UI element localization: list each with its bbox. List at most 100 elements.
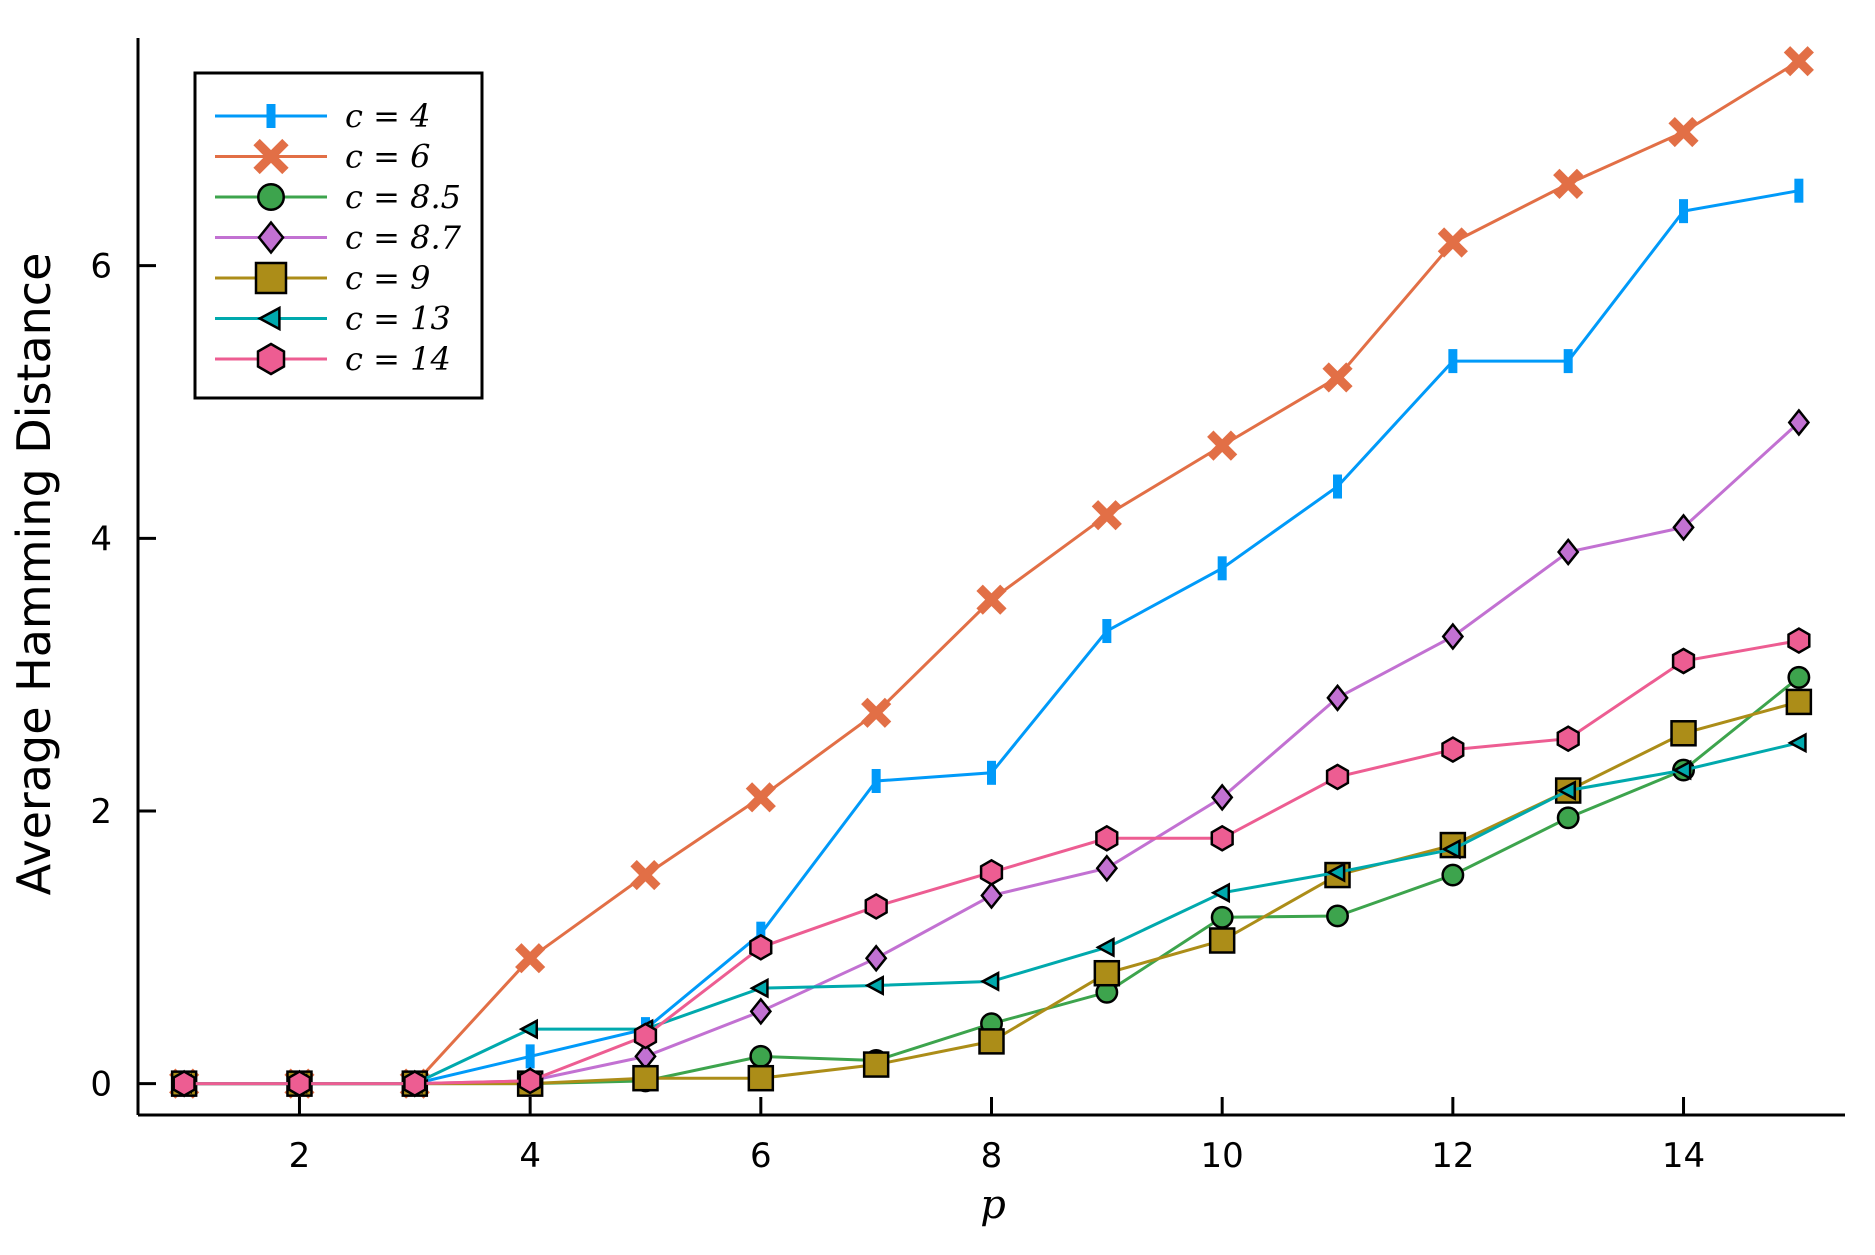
- point-marker: [1783, 46, 1814, 77]
- y-tick-label: 2: [90, 792, 112, 832]
- point-marker: [1095, 854, 1119, 883]
- point-marker: [1556, 780, 1577, 801]
- point-marker: [980, 971, 1000, 992]
- point-marker: [747, 1064, 775, 1092]
- point-marker: [864, 975, 885, 996]
- point-marker: [287, 1070, 312, 1098]
- point-marker: [1210, 824, 1234, 852]
- point-marker: [980, 881, 1003, 910]
- legend-label: c = 4: [345, 97, 430, 135]
- point-marker: [749, 997, 773, 1026]
- point-marker: [1794, 178, 1804, 203]
- point-marker: [1333, 474, 1343, 499]
- point-marker: [1441, 863, 1465, 887]
- point-marker: [1563, 349, 1573, 374]
- point-marker: [871, 768, 881, 793]
- point-marker: [257, 305, 281, 332]
- point-marker: [979, 858, 1004, 886]
- point-marker: [1210, 783, 1234, 812]
- point-marker: [749, 977, 769, 999]
- point-marker: [1326, 904, 1349, 928]
- legend-label: c = 9: [345, 259, 430, 297]
- x-tick-label: 14: [1662, 1136, 1705, 1176]
- legend-label: c = 13: [345, 300, 451, 338]
- point-marker: [749, 1044, 773, 1068]
- point-marker: [256, 342, 286, 376]
- legend-label: c = 8.5: [345, 178, 461, 216]
- point-marker: [1207, 430, 1238, 461]
- point-marker: [630, 859, 661, 891]
- point-marker: [633, 1022, 658, 1050]
- point-marker: [978, 1028, 1005, 1055]
- point-marker: [1210, 905, 1234, 929]
- point-marker: [1556, 806, 1580, 830]
- point-marker: [1787, 665, 1811, 689]
- point-marker: [632, 1064, 659, 1092]
- point-marker: [745, 782, 776, 813]
- point-marker: [1787, 732, 1807, 754]
- point-marker: [1671, 647, 1696, 675]
- x-axis-label: p: [980, 1182, 1006, 1228]
- point-marker: [1556, 725, 1580, 753]
- point-marker: [1210, 882, 1231, 904]
- axes: 2 4 6 8 10 12 14 0 2 4 6: [90, 38, 1845, 1176]
- point-marker: [257, 220, 285, 255]
- x-tick-label: 2: [289, 1136, 311, 1176]
- y-tick-label: 6: [90, 247, 112, 287]
- point-marker: [1091, 500, 1122, 531]
- point-marker: [1325, 763, 1350, 791]
- y-tick-label: 4: [90, 519, 112, 559]
- point-marker: [1208, 927, 1236, 954]
- point-marker: [1441, 622, 1465, 651]
- point-marker: [1095, 824, 1119, 852]
- series-3: [172, 408, 1811, 1098]
- point-marker: [976, 584, 1007, 615]
- point-marker: [861, 697, 892, 728]
- point-marker: [1095, 936, 1115, 958]
- point-marker: [864, 892, 888, 920]
- point-marker: [1787, 408, 1811, 437]
- point-marker: [1670, 720, 1697, 747]
- legend-label: c = 8.7: [345, 219, 462, 257]
- point-marker: [257, 183, 285, 211]
- x-tick-label: 10: [1201, 1136, 1244, 1176]
- point-marker: [1787, 627, 1811, 655]
- point-marker: [253, 138, 289, 175]
- series-layer: [169, 46, 1814, 1099]
- point-marker: [1439, 831, 1467, 859]
- point-marker: [987, 760, 996, 785]
- point-marker: [254, 261, 288, 295]
- legend: c = 4c = 6c = 8.5c = 8.7c = 9c = 13c = 1…: [193, 71, 484, 400]
- point-marker: [1326, 683, 1349, 712]
- point-marker: [518, 1067, 542, 1095]
- point-marker: [1668, 116, 1699, 148]
- x-tick-label: 4: [519, 1136, 541, 1176]
- point-marker: [1448, 349, 1458, 374]
- x-tick-label: 8: [981, 1136, 1003, 1176]
- x-tick-label: 12: [1431, 1136, 1474, 1176]
- point-marker: [1322, 362, 1353, 393]
- point-marker: [862, 1051, 890, 1078]
- point-marker: [266, 104, 276, 128]
- point-marker: [864, 944, 888, 973]
- point-marker: [525, 1044, 535, 1069]
- point-marker: [1217, 556, 1227, 581]
- point-marker: [1672, 513, 1695, 542]
- point-marker: [515, 943, 546, 974]
- point-marker: [756, 921, 766, 946]
- point-marker: [518, 1018, 538, 1040]
- point-marker: [1326, 861, 1346, 883]
- point-marker: [1553, 168, 1584, 199]
- legend-label: c = 14: [345, 340, 451, 378]
- point-marker: [1556, 537, 1580, 566]
- point-marker: [1785, 688, 1813, 716]
- point-marker: [749, 933, 773, 961]
- y-tick-label: 0: [90, 1065, 112, 1105]
- legend-label: c = 6: [345, 138, 430, 176]
- point-marker: [1441, 736, 1465, 764]
- series-6: [172, 627, 1811, 1098]
- point-marker: [1672, 759, 1692, 781]
- point-marker: [1102, 619, 1112, 644]
